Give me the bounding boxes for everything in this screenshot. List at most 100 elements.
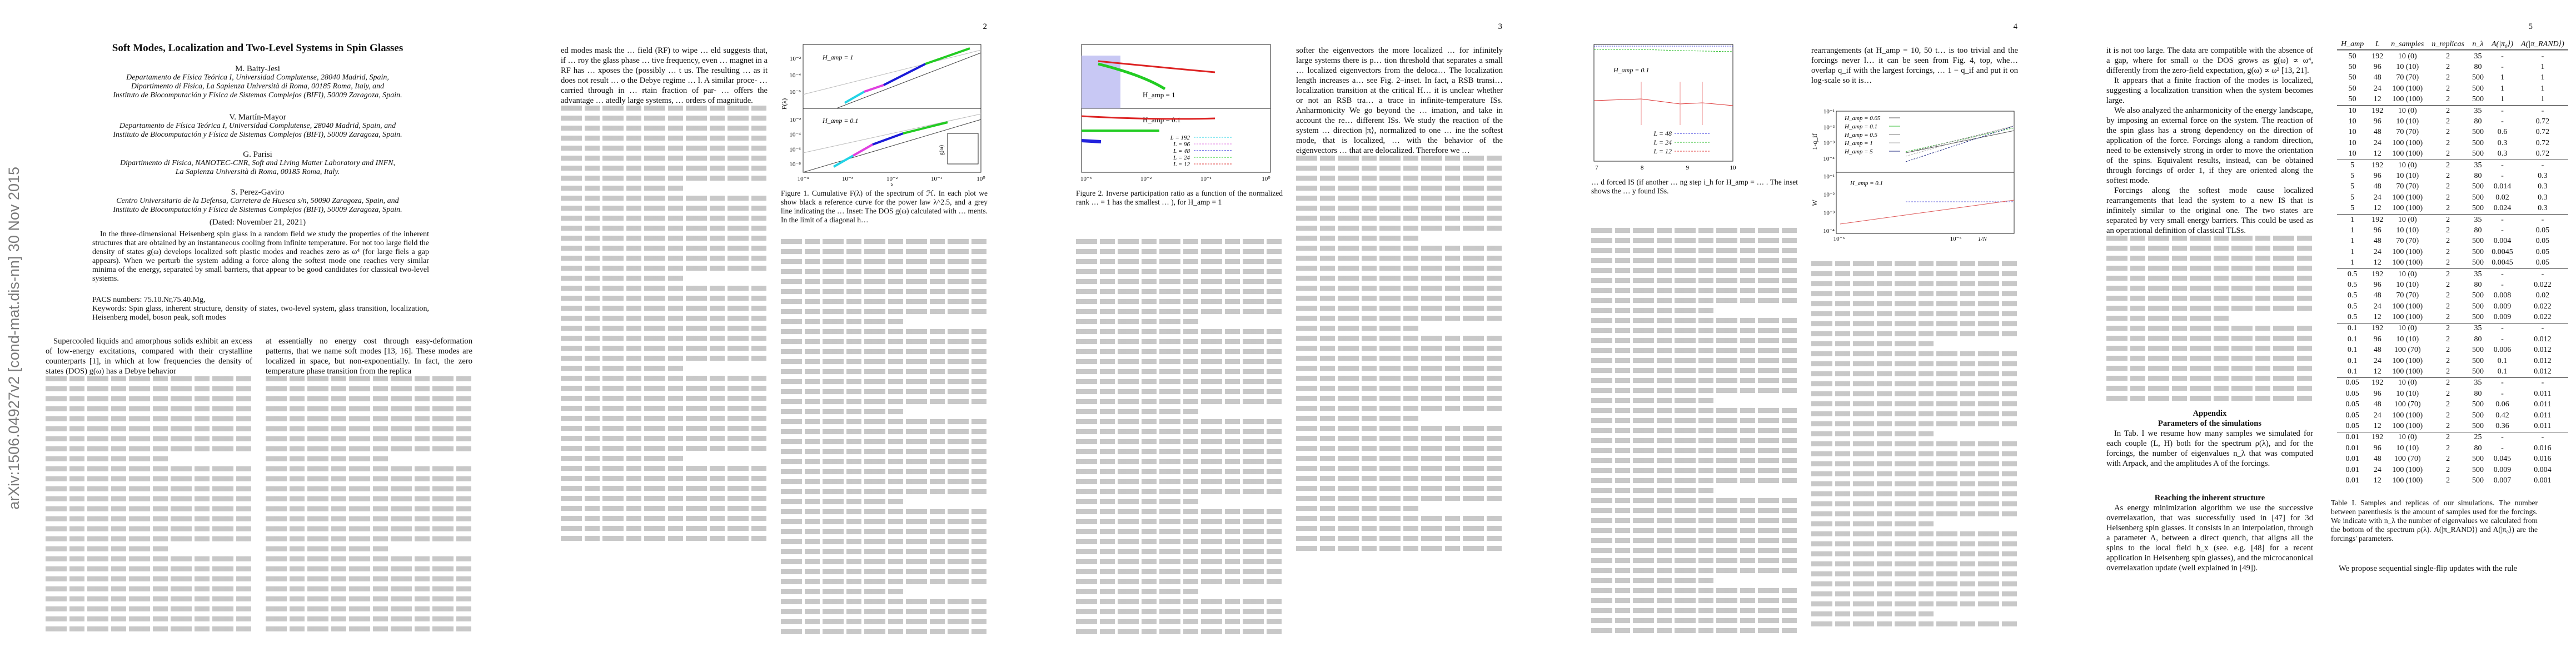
right-column: softer the eigenvectors the more localiz…: [1296, 46, 1503, 556]
table-row: 0.5 12 100 (100) 2 500 0.009 0.022: [2337, 312, 2568, 323]
table-cell: 48: [2373, 73, 2381, 82]
text-line: [781, 269, 988, 274]
table-cell: 10: [2348, 117, 2356, 126]
figure-2-caption: Figure 2. Inverse participation ratio as…: [1076, 189, 1283, 206]
author-affiliation: La Sapienza Università di Roma, 00185 Ro…: [175, 168, 340, 176]
text-line: [1591, 468, 1798, 473]
power-law-line: [803, 119, 981, 173]
table-cell: 2: [2446, 63, 2450, 72]
table-cell: 24: [2373, 356, 2381, 365]
table-cell: 35: [2468, 268, 2488, 280]
text-line: [1296, 396, 1503, 401]
text-line: [1591, 458, 1798, 463]
table-header: n_λ: [2468, 39, 2488, 51]
text-line: [561, 146, 768, 151]
x-tick-label: 10⁻¹: [931, 176, 942, 182]
text-line: [1076, 629, 1283, 634]
text-line: [1296, 406, 1503, 411]
y-tick-label: 10⁻⁴: [789, 72, 801, 79]
table-cell: -: [2517, 268, 2568, 280]
text-line: [781, 259, 988, 264]
table-cell: 0.009: [2493, 313, 2512, 322]
text-line: [1296, 296, 1503, 301]
table-cell: 2: [2446, 237, 2450, 246]
text-line: [1591, 578, 1716, 583]
table-cell: 0.0045: [2492, 247, 2513, 256]
table-cell: 500: [2472, 400, 2484, 409]
text-line: [1811, 561, 2018, 566]
table-cell: 10 (10): [2396, 171, 2419, 180]
text-line: [1591, 448, 1798, 453]
text-line: [46, 536, 252, 541]
text-line: [1076, 529, 1283, 534]
table-cell: 2: [2446, 193, 2450, 202]
text-line: [561, 126, 768, 131]
text-line: [2106, 386, 2313, 391]
table-cell: 0.1: [2497, 356, 2508, 365]
text-line: [1591, 398, 1716, 403]
text-line: [1811, 601, 2018, 606]
text-line: [781, 579, 988, 584]
table-cell: 2: [2446, 247, 2450, 256]
text-line: [561, 176, 768, 181]
text-line: [561, 386, 768, 391]
table-cell: 100 (70): [2394, 400, 2421, 409]
text-line: [561, 416, 768, 421]
table-row: 1 96 10 (10) 2 80 - 0.05: [2337, 225, 2568, 236]
text-line: [561, 486, 768, 491]
text-line: [561, 286, 768, 291]
legend-label: L = 48: [1173, 148, 1190, 155]
text-line: [266, 506, 472, 511]
table-cell: 2: [2446, 400, 2450, 409]
text-line: [1296, 266, 1503, 271]
y-axis-label: W: [1811, 200, 1818, 206]
table-cell: -: [2487, 322, 2518, 335]
table-cell: 24: [2373, 138, 2381, 147]
text-line: [46, 616, 252, 621]
table-cell: 0.012: [2534, 367, 2552, 376]
x-axis-label: λ: [890, 181, 894, 186]
text-line: [1296, 286, 1503, 291]
figure-2-plot: 10⁻³ 10⁻² 10⁻¹ 10⁰ H_amp = 1 H_amp = 0.1 L = 1…: [1080, 44, 1271, 182]
table-cell: 500: [2472, 476, 2484, 485]
text-line: [1296, 316, 1503, 321]
text-line: [561, 466, 768, 471]
table-cell: 500: [2472, 421, 2484, 430]
text-line: [1076, 609, 1283, 614]
table-cell: 2: [2428, 377, 2468, 389]
table-cell: 5: [2350, 182, 2355, 191]
text-line: [1591, 238, 1798, 243]
text-line: [1076, 429, 1283, 434]
table-cell: -: [2501, 117, 2504, 126]
text-line: [1296, 536, 1503, 541]
table-row: 5 192 10 (0) 2 35- -: [2337, 159, 2568, 171]
page-number: 5: [2528, 22, 2533, 31]
text-line: [1076, 489, 1283, 494]
table-cell: 1: [2540, 84, 2545, 93]
text-line: [561, 316, 768, 321]
text-line: [561, 396, 768, 401]
table-cell: 10: [2337, 104, 2368, 117]
plot-frame: [947, 133, 979, 165]
text-line: [561, 256, 768, 261]
table-cell: 70 (70): [2396, 237, 2419, 246]
table-cell: -: [2541, 52, 2544, 61]
table-cell: -: [2517, 104, 2568, 117]
table-cell: -: [2487, 431, 2518, 444]
table-cell: 2: [2428, 159, 2468, 171]
text-line: [1811, 581, 2018, 586]
table-cell: 0.72: [2535, 128, 2550, 137]
body-text: softer the eigenvectors the more localiz…: [1296, 46, 1503, 155]
text-line: [781, 469, 988, 474]
text-line: [1591, 418, 1798, 423]
table-cell: 2: [2446, 52, 2450, 61]
table-row: 0.05 96 10 (10) 2 80 - 0.011: [2337, 389, 2568, 399]
table-cell: 96: [2373, 444, 2381, 452]
text-line: [1296, 426, 1503, 431]
table-cell: 12: [2373, 476, 2381, 485]
table-cell: 24: [2373, 193, 2381, 202]
text-line: [1591, 318, 1798, 323]
text-line: [46, 486, 252, 491]
text-line: [1591, 358, 1798, 363]
